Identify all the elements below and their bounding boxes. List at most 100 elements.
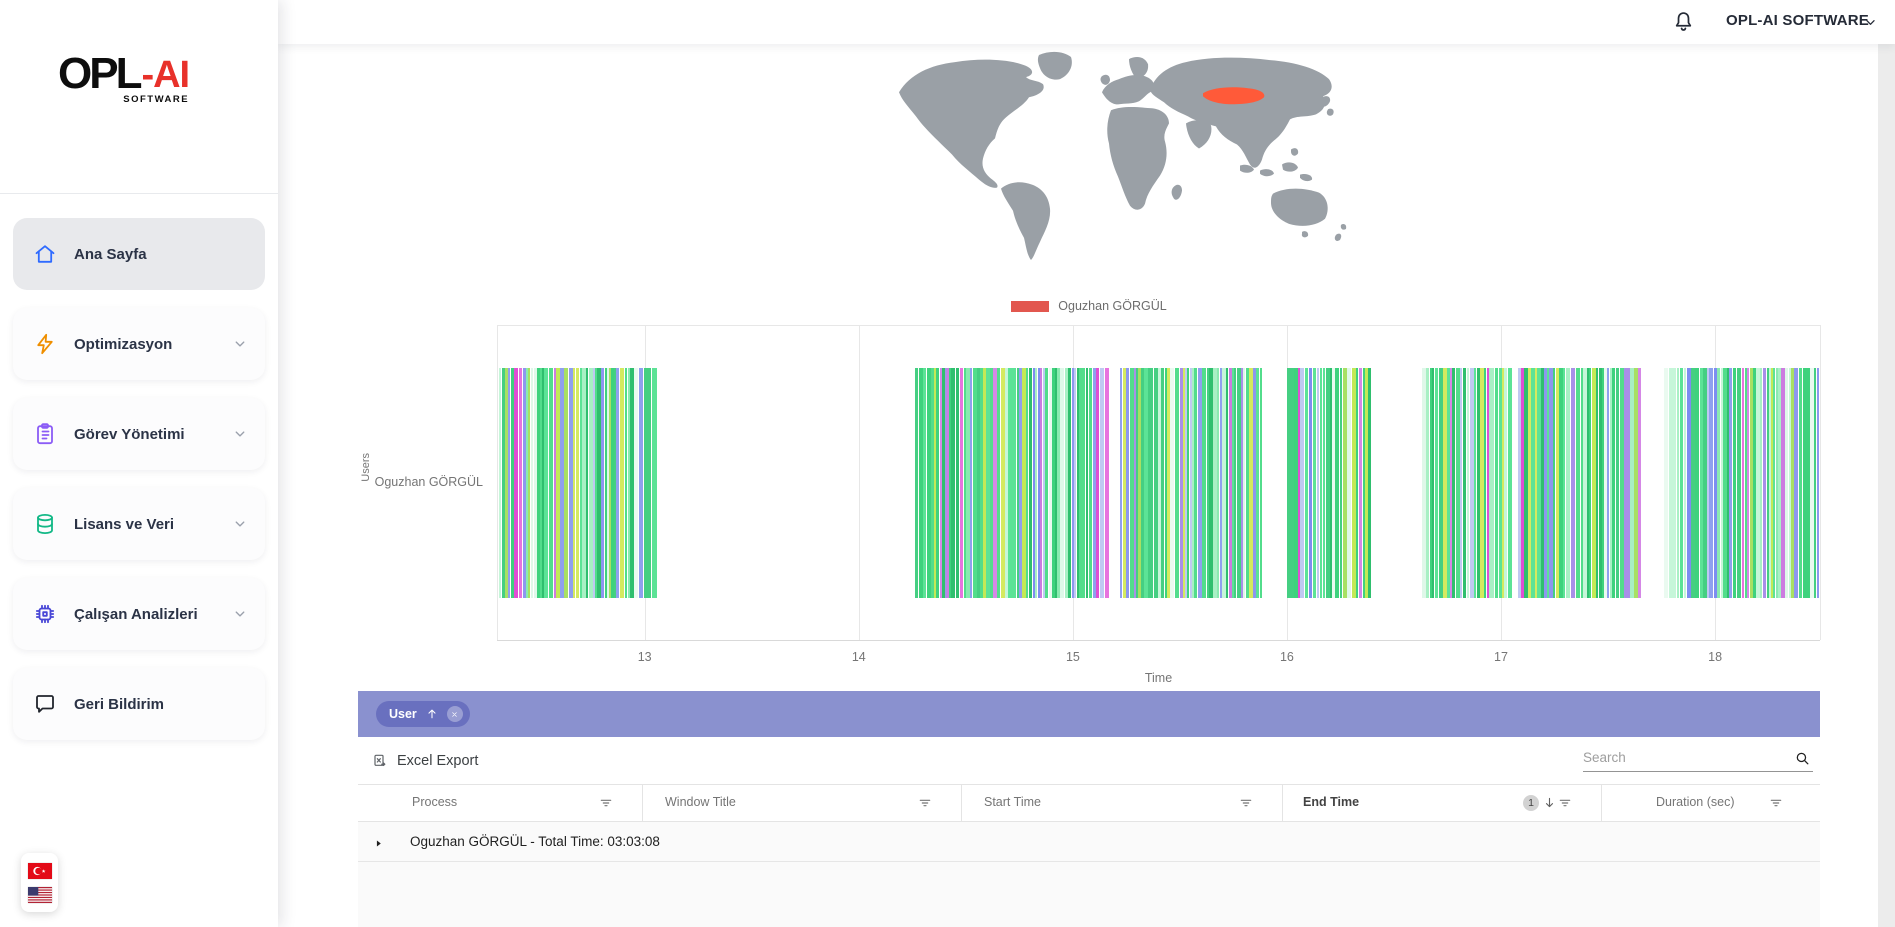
activity-bar[interactable] <box>1085 368 1088 598</box>
activity-bar[interactable] <box>1638 368 1642 598</box>
activity-bar[interactable] <box>918 368 923 598</box>
activity-bar[interactable] <box>1663 368 1668 598</box>
activity-bar[interactable] <box>1581 368 1584 598</box>
activity-bar[interactable] <box>1446 368 1450 598</box>
activity-bar[interactable] <box>1434 368 1438 598</box>
activity-bar[interactable] <box>1694 368 1699 598</box>
activity-bar[interactable] <box>1213 368 1217 598</box>
activity-bar[interactable] <box>1130 368 1134 598</box>
activity-bar[interactable] <box>607 368 610 598</box>
activity-bar[interactable] <box>1726 368 1729 598</box>
chevron-down-icon[interactable] <box>231 425 249 443</box>
us-flag[interactable] <box>27 886 52 903</box>
activity-bar[interactable] <box>1187 368 1189 598</box>
activity-bar[interactable] <box>1806 368 1810 598</box>
activity-bar[interactable] <box>1362 368 1365 598</box>
filter-icon[interactable] <box>1768 795 1784 811</box>
activity-bar[interactable] <box>630 368 635 598</box>
activity-bar[interactable] <box>933 368 936 598</box>
activity-bar[interactable] <box>914 368 918 598</box>
activity-bar[interactable] <box>1088 368 1092 598</box>
activity-bar[interactable] <box>1421 368 1426 598</box>
activity-bar[interactable] <box>1170 368 1174 598</box>
activity-bar[interactable] <box>1364 368 1368 598</box>
activity-bar[interactable] <box>1367 368 1371 598</box>
activity-bar[interactable] <box>526 368 529 598</box>
activity-bar[interactable] <box>1449 368 1452 598</box>
activity-bar[interactable] <box>1042 368 1045 598</box>
activity-bar[interactable] <box>1503 368 1507 598</box>
activity-bar[interactable] <box>1325 368 1330 598</box>
activity-bar[interactable] <box>1222 368 1226 598</box>
activity-bar[interactable] <box>992 368 997 598</box>
activity-bar[interactable] <box>1331 368 1335 598</box>
activity-bar[interactable] <box>628 368 631 598</box>
filter-icon[interactable] <box>917 795 933 811</box>
activity-bar[interactable] <box>519 368 523 598</box>
activity-bar[interactable] <box>1297 368 1300 598</box>
activity-bar[interactable] <box>1775 368 1778 598</box>
activity-bar[interactable] <box>1583 368 1588 598</box>
activity-bar[interactable] <box>1524 368 1529 598</box>
activity-bar[interactable] <box>1289 368 1294 598</box>
activity-bar[interactable] <box>1752 368 1756 598</box>
activity-bar[interactable] <box>1521 368 1525 598</box>
activity-bar[interactable] <box>1592 368 1597 598</box>
activity-bar[interactable] <box>1459 368 1462 598</box>
activity-bar[interactable] <box>1312 368 1316 598</box>
column-header-window-title[interactable]: Window Title <box>643 785 962 821</box>
activity-bar[interactable] <box>989 368 993 598</box>
activity-bar[interactable] <box>586 368 589 598</box>
activity-bar[interactable] <box>1007 368 1010 598</box>
page-scrollbar[interactable] <box>1878 44 1895 927</box>
activity-bar[interactable] <box>597 368 602 598</box>
activity-bar[interactable] <box>1021 368 1026 598</box>
column-header-start-time[interactable]: Start Time <box>962 785 1283 821</box>
activity-bar[interactable] <box>1556 368 1560 598</box>
activity-bar[interactable] <box>523 368 527 598</box>
activity-bar[interactable] <box>1713 368 1717 598</box>
search-icon[interactable] <box>1794 750 1811 767</box>
activity-bar[interactable] <box>1048 368 1052 598</box>
activity-bar[interactable] <box>1316 368 1319 598</box>
activity-bar[interactable] <box>1788 368 1791 598</box>
activity-bar[interactable] <box>1507 368 1512 598</box>
activity-bar[interactable] <box>1679 368 1683 598</box>
activity-bar[interactable] <box>1671 368 1676 598</box>
activity-bar[interactable] <box>1473 368 1476 598</box>
activity-bar[interactable] <box>1346 368 1351 598</box>
chevron-down-icon[interactable] <box>231 335 249 353</box>
chevron-down-icon[interactable] <box>231 515 249 533</box>
activity-bar[interactable] <box>648 368 652 598</box>
activity-bar[interactable] <box>1431 368 1434 598</box>
activity-bar[interactable] <box>1194 368 1197 598</box>
activity-bar[interactable] <box>1229 368 1232 598</box>
activity-bar[interactable] <box>1009 368 1012 598</box>
activity-bar[interactable] <box>1237 368 1241 598</box>
activity-bar[interactable] <box>1768 368 1771 598</box>
activity-bar[interactable] <box>1217 368 1219 598</box>
chevron-down-icon[interactable] <box>1862 14 1879 31</box>
activity-bar[interactable] <box>1736 368 1741 598</box>
activity-bar[interactable] <box>1249 368 1253 598</box>
activity-bar[interactable] <box>1099 368 1104 598</box>
activity-bar[interactable] <box>1144 368 1148 598</box>
activity-bar[interactable] <box>1438 368 1443 598</box>
activity-bar[interactable] <box>1620 368 1625 598</box>
activity-bar[interactable] <box>1455 368 1460 598</box>
activity-bar[interactable] <box>1720 368 1723 598</box>
activity-bar[interactable] <box>620 368 625 598</box>
activity-bar[interactable] <box>1123 368 1126 598</box>
sidebar-item--al-an-analizleri[interactable]: Çalışan Analizleri <box>13 578 265 650</box>
activity-bar[interactable] <box>1067 368 1071 598</box>
activity-bar[interactable] <box>544 368 549 598</box>
activity-bar[interactable] <box>935 368 939 598</box>
activity-bar[interactable] <box>528 368 531 598</box>
activity-bar[interactable] <box>1798 368 1802 598</box>
activity-bar[interactable] <box>1154 368 1158 598</box>
sidebar-item-lisans-ve-veri[interactable]: Lisans ve Veri <box>13 488 265 560</box>
activity-bar[interactable] <box>965 368 970 598</box>
activity-bar[interactable] <box>1138 368 1141 598</box>
activity-bar[interactable] <box>1016 368 1019 598</box>
activity-bar[interactable] <box>1073 368 1076 598</box>
